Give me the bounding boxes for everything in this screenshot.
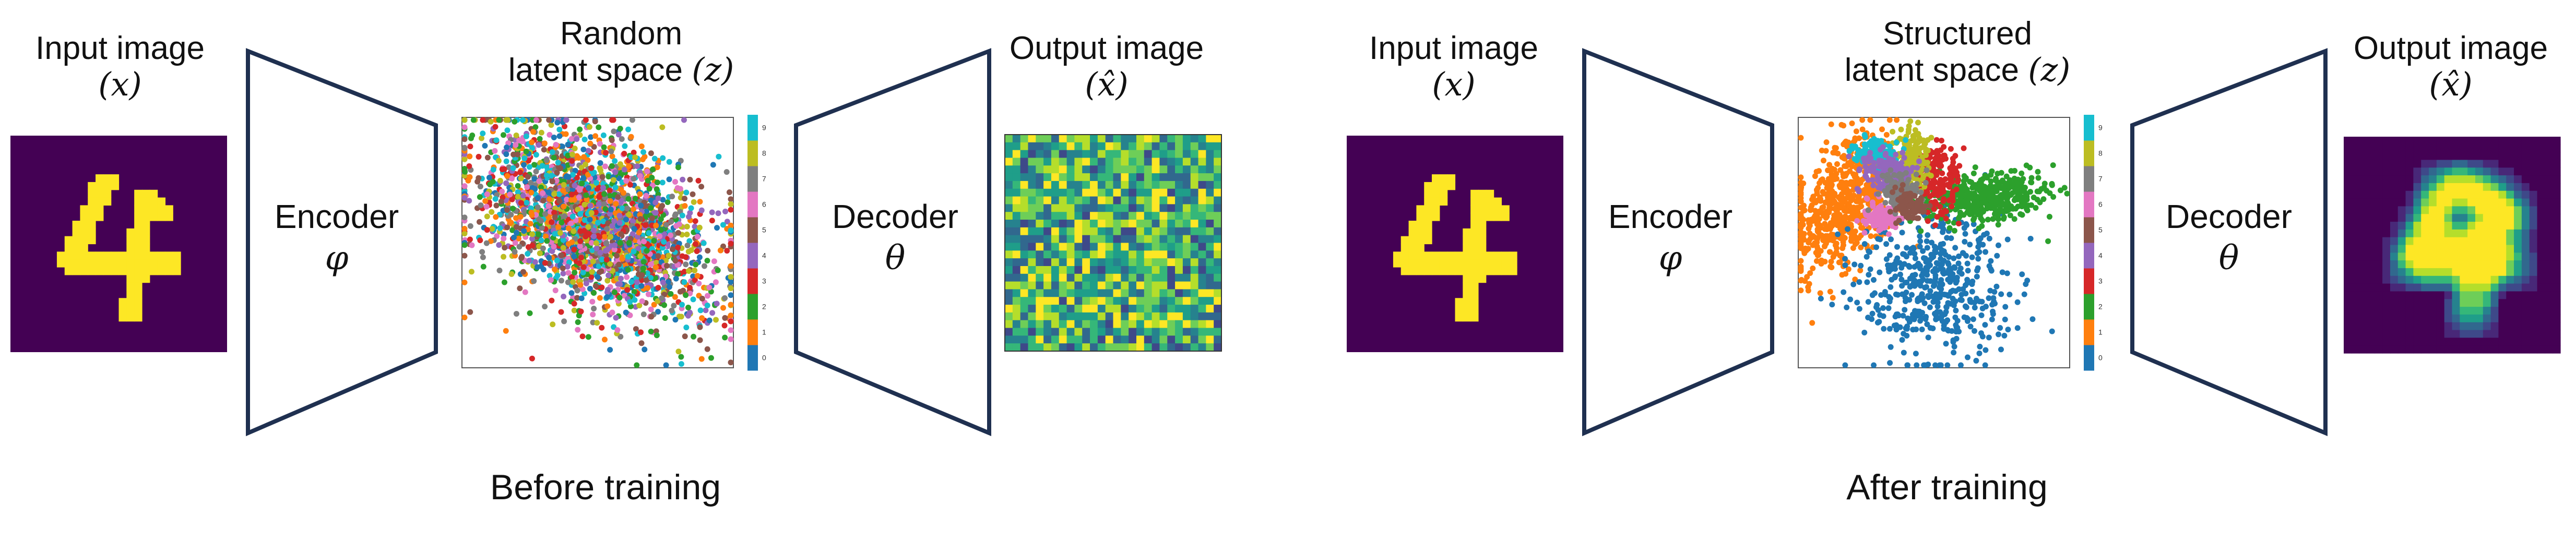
right-latent-label-2: latent space bbox=[1844, 52, 2020, 89]
left-colorbar-tick: 9 bbox=[762, 124, 766, 132]
left-colorbar-seg bbox=[747, 140, 758, 166]
right-colorbar-seg bbox=[2084, 319, 2094, 345]
left-latent-scatter: 0 1 2 3 4 5 6 7 8 9 bbox=[461, 115, 766, 371]
right-input-var: (x) bbox=[1432, 65, 1476, 104]
left-encoder-label-block: Encoder φ bbox=[251, 196, 423, 279]
left-colorbar-seg bbox=[747, 217, 758, 243]
left-encoder-label: Encoder bbox=[274, 198, 399, 235]
left-output-label: Output image bbox=[1009, 30, 1204, 66]
left-colorbar-tick: 4 bbox=[762, 251, 766, 260]
right-colorbar-tick: 3 bbox=[2098, 277, 2103, 285]
left-colorbar-tick: 3 bbox=[762, 277, 766, 285]
right-colorbar-tick: 7 bbox=[2098, 175, 2103, 183]
right-decoder-label-block: Decoder θ bbox=[2140, 196, 2318, 279]
right-latent-label-block: Structured latent space (z) bbox=[1796, 16, 2119, 89]
right-latent-label-1: Structured bbox=[1882, 16, 2033, 52]
right-caption: After training bbox=[1846, 467, 2048, 507]
left-colorbar-tick: 5 bbox=[762, 226, 766, 234]
left-colorbar-seg bbox=[747, 243, 758, 269]
left-input-var: (x) bbox=[98, 65, 142, 104]
right-input-digit-background bbox=[1347, 136, 1563, 352]
left-colorbar-tick: 6 bbox=[762, 200, 766, 209]
right-output-var: (x̂) bbox=[2429, 65, 2473, 104]
right-latent-scatter: 0 1 2 3 4 5 6 7 8 9 bbox=[1798, 115, 2103, 371]
right-colorbar-tick: 2 bbox=[2098, 303, 2103, 311]
right-colorbar-seg bbox=[2084, 345, 2094, 371]
left-latent-var: (z) bbox=[692, 51, 734, 89]
left-decoder-label-block: Decoder θ bbox=[806, 196, 984, 279]
left-colorbar-seg bbox=[747, 115, 758, 141]
right-latent-var: (z) bbox=[2028, 51, 2071, 89]
left-colorbar-tick: 7 bbox=[762, 175, 766, 183]
left-decoder-label: Decoder bbox=[832, 198, 958, 235]
right-colorbar-tick: 9 bbox=[2098, 124, 2103, 132]
right-colorbar-seg bbox=[2084, 294, 2094, 320]
left-input-digit bbox=[10, 136, 227, 352]
right-encoder-label: Encoder bbox=[1608, 198, 1733, 235]
left-colorbar-seg bbox=[747, 191, 758, 218]
right-input-label: Input image bbox=[1369, 30, 1538, 66]
right-encoder-param: φ bbox=[1658, 239, 1682, 278]
right-colorbar-tick: 1 bbox=[2098, 328, 2103, 336]
right-colorbar-seg bbox=[2084, 140, 2094, 166]
left-plot-frame bbox=[461, 117, 734, 368]
right-colorbar-tick: 6 bbox=[2098, 200, 2103, 209]
left-input-label: Input image bbox=[35, 30, 205, 66]
right-colorbar-tick: 0 bbox=[2098, 354, 2103, 362]
right-output-label: Output image bbox=[2353, 30, 2548, 66]
right-decoder-label: Decoder bbox=[2166, 198, 2292, 235]
right-colorbar-seg bbox=[2084, 268, 2094, 294]
right-colorbar-seg bbox=[2084, 217, 2094, 243]
right-output-label-block: Output image (x̂) bbox=[2331, 30, 2571, 103]
right-input-digit bbox=[1347, 136, 1563, 352]
left-caption: Before training bbox=[490, 467, 721, 507]
left-colorbar-seg bbox=[747, 268, 758, 294]
left-colorbar-tick: 1 bbox=[762, 328, 766, 336]
left-latent-label-1: Random bbox=[560, 16, 683, 52]
right-plot-frame bbox=[1798, 117, 2070, 368]
right-decoder-param: θ bbox=[2218, 239, 2239, 278]
left-colorbar-tick: 8 bbox=[762, 149, 766, 158]
left-latent-label-2: latent space bbox=[508, 52, 683, 89]
right-output-recon-image bbox=[2344, 137, 2561, 354]
right-colorbar-tick: 5 bbox=[2098, 226, 2103, 234]
right-encoder-label-block: Encoder φ bbox=[1584, 196, 1756, 279]
left-input-digit-background bbox=[10, 136, 227, 352]
right-colorbar-seg bbox=[2084, 243, 2094, 269]
right-colorbar-seg bbox=[2084, 115, 2094, 141]
left-decoder-param: θ bbox=[885, 239, 906, 278]
left-colorbar-tick: 0 bbox=[762, 354, 766, 362]
left-colorbar-seg bbox=[747, 319, 758, 345]
left-output-var: (x̂) bbox=[1085, 65, 1129, 104]
right-colorbar-tick: 8 bbox=[2098, 149, 2103, 158]
left-colorbar-seg bbox=[747, 345, 758, 371]
right-colorbar-seg bbox=[2084, 191, 2094, 218]
left-output-noise-image bbox=[1004, 134, 1222, 352]
right-colorbar-tick: 4 bbox=[2098, 251, 2103, 260]
left-colorbar-tick: 2 bbox=[762, 303, 766, 311]
left-encoder-param: φ bbox=[325, 239, 349, 278]
left-colorbar-seg bbox=[747, 294, 758, 320]
left-output-label-block: Output image (x̂) bbox=[987, 30, 1227, 103]
right-colorbar-seg bbox=[2084, 166, 2094, 192]
left-colorbar-seg bbox=[747, 166, 758, 192]
right-input-label-block: Input image (x) bbox=[1344, 30, 1563, 103]
left-latent-label-block: Random latent space (z) bbox=[459, 16, 783, 89]
left-input-label-block: Input image (x) bbox=[10, 30, 230, 103]
